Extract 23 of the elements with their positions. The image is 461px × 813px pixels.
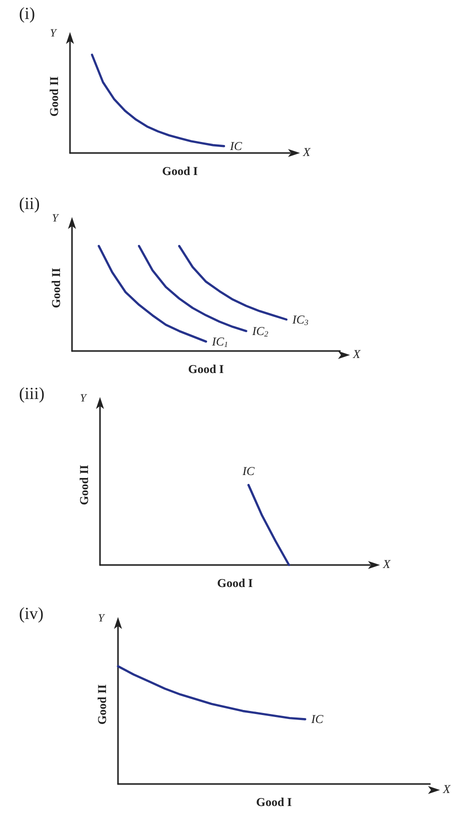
series-label: IC <box>310 712 324 726</box>
chart-title: (iv) <box>19 604 44 623</box>
series-label: IC <box>229 139 243 154</box>
y-axis-title: Good II <box>95 684 109 725</box>
chart-title: (iii) <box>19 384 44 403</box>
x-axis-title: Good I <box>217 576 254 590</box>
chart-title: (i) <box>19 4 36 23</box>
x-axis-title: Good I <box>188 362 224 376</box>
text: X <box>442 782 451 796</box>
text: Y <box>50 28 58 40</box>
text: X <box>382 557 391 571</box>
series-label: IC <box>242 464 256 478</box>
chart-title: (ii) <box>19 194 40 213</box>
text: X <box>302 145 311 159</box>
x-axis-title: Good I <box>256 795 292 809</box>
text: Y <box>80 392 88 404</box>
text: Y <box>98 612 106 624</box>
y-axis-title: Good II <box>77 464 91 506</box>
y-axis-title: Good II <box>47 76 61 117</box>
text: X <box>352 347 361 361</box>
x-axis-title: Good I <box>162 164 198 178</box>
y-axis-title: Good II <box>49 268 63 308</box>
text: Y <box>52 212 60 224</box>
